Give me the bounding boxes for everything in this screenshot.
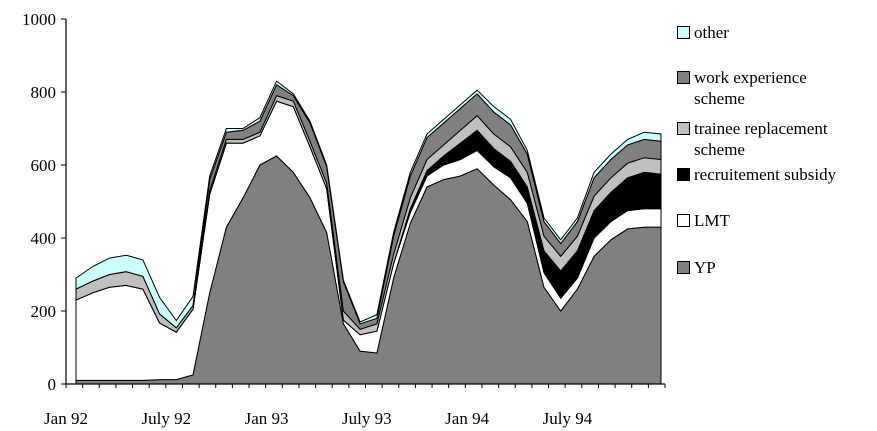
x-tick-label: July 92 <box>141 409 191 428</box>
x-tick-labels: Jan 92 July 92 Jan 93 July 93 Jan 94 July 94 <box>44 409 593 428</box>
y-tick-label: 1000 <box>22 10 56 29</box>
x-tick-label: Jan 92 <box>44 409 88 428</box>
legend-label-work-experience: work experience scheme <box>694 68 807 108</box>
legend-swatch-trainee-replacement <box>677 122 690 135</box>
legend-swatch-other <box>677 26 690 39</box>
legend-label-yp: YP <box>694 258 716 277</box>
area-other <box>75 80 662 329</box>
legend-swatch-lmt <box>677 214 690 227</box>
legend-swatch-recruitement-subsidy <box>677 168 690 181</box>
axes <box>61 18 666 388</box>
legend-label-recruitement-subsidy: recruitement subsidy <box>694 165 837 184</box>
x-tick-label: Jan 93 <box>245 409 289 428</box>
y-tick-label: 600 <box>31 156 57 175</box>
x-tick-label: Jan 94 <box>445 409 489 428</box>
x-tick-label: July 94 <box>543 409 593 428</box>
y-tick-label: 400 <box>31 229 57 248</box>
legend-swatch-yp <box>677 261 690 274</box>
y-tick-labels: 0 200 400 600 800 1000 <box>22 10 56 394</box>
legend-label-other: other <box>694 23 729 42</box>
y-tick-label: 0 <box>48 375 57 394</box>
area-layers <box>75 80 662 385</box>
legend-label-trainee-replacement: trainee replacement scheme <box>694 119 828 159</box>
legend-swatch-work-experience <box>677 71 690 84</box>
y-tick-label: 800 <box>31 83 57 102</box>
y-tick-label: 200 <box>31 302 57 321</box>
x-tick-label: July 93 <box>342 409 392 428</box>
legend-label-lmt: LMT <box>694 211 730 230</box>
